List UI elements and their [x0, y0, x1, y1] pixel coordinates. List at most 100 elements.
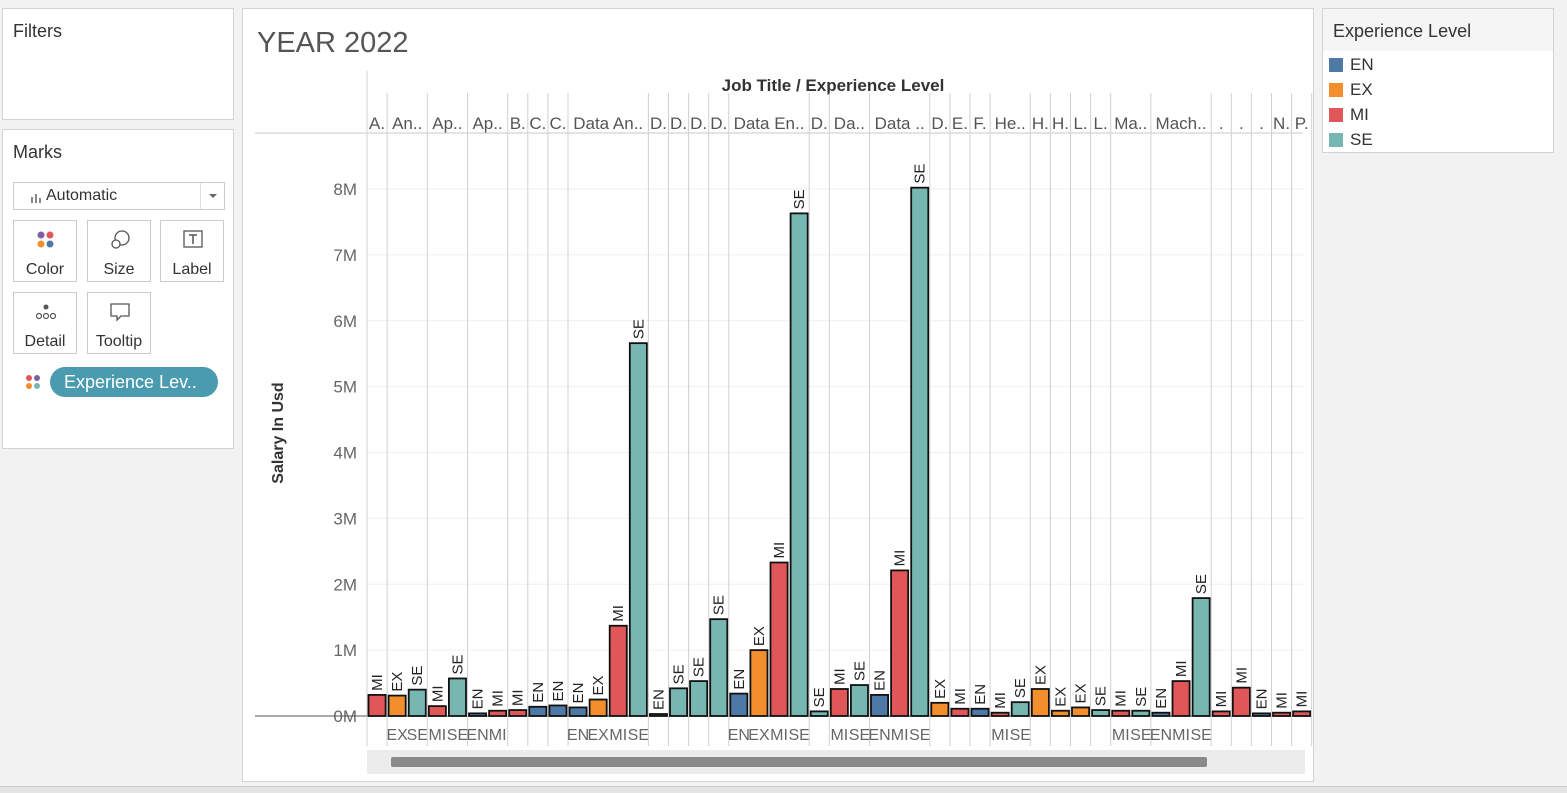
group-header-label: Data En..	[734, 114, 805, 133]
x-tick-label: SE	[788, 727, 809, 744]
legend-swatch	[1329, 83, 1343, 97]
bar	[870, 694, 890, 717]
bar	[1171, 680, 1191, 717]
legend-item-label: EX	[1350, 80, 1373, 99]
detail-icon	[35, 304, 57, 320]
detail-button[interactable]: Detail	[13, 292, 77, 354]
group-header-label: P.	[1295, 114, 1309, 133]
bar	[1191, 597, 1211, 717]
y-tick-label: 7M	[333, 246, 357, 265]
legend-item-label: EN	[1350, 55, 1374, 74]
bar	[447, 677, 467, 717]
x-tick-label: EX	[748, 727, 770, 744]
bar	[1030, 688, 1050, 717]
bar	[950, 707, 970, 717]
group-header-label: C.	[529, 114, 546, 133]
bar	[1151, 711, 1171, 717]
color-encoding-icon	[26, 375, 40, 389]
bar	[769, 561, 789, 717]
y-tick-label: 1M	[333, 641, 357, 660]
group-header-label: H.	[1032, 114, 1049, 133]
y-tick-label: 3M	[333, 509, 357, 528]
chevron-down-icon[interactable]	[200, 183, 224, 209]
bar-data-label: SE	[851, 661, 868, 681]
bar-data-label: MI	[771, 542, 788, 559]
bar-data-label: MI	[1294, 691, 1311, 708]
bar	[528, 705, 548, 717]
tooltip-label: Tooltip	[95, 333, 143, 350]
group-header-label: Data An..	[573, 114, 643, 133]
bar	[427, 705, 447, 717]
bar-data-label: EX	[1073, 683, 1090, 703]
x-tick-label: EN	[567, 727, 589, 744]
color-label: Color	[25, 261, 65, 278]
bar	[1131, 709, 1151, 717]
x-tick-label: MI	[1112, 727, 1130, 744]
bar-data-label: EX	[751, 626, 768, 646]
legend-title: Experience Level	[1333, 21, 1472, 41]
sheet-tabs-bar[interactable]	[0, 786, 1567, 793]
group-header-label: B.	[510, 114, 526, 133]
bar	[608, 624, 628, 717]
group-header-label: N.	[1273, 114, 1290, 133]
bar-data-label: SE	[711, 595, 728, 615]
group-header-label: Ap..	[472, 114, 502, 133]
bar-data-label: SE	[791, 189, 808, 209]
bar-data-label: SE	[1193, 574, 1210, 594]
x-tick-label: MI	[891, 727, 909, 744]
bar-data-label: EN	[470, 689, 487, 710]
x-tick-label: MI	[609, 727, 627, 744]
bar	[1272, 711, 1292, 717]
group-header-label: L.	[1094, 114, 1108, 133]
x-tick-label: MI	[770, 727, 788, 744]
bar-data-label: MI	[1233, 667, 1250, 684]
legend-header	[1323, 9, 1553, 51]
label-button[interactable]: Label	[160, 220, 224, 282]
group-header-label: F.	[973, 114, 986, 133]
bar-data-label: MI	[490, 690, 507, 707]
bar-data-label: EN	[550, 681, 567, 702]
marks-title: Marks	[13, 142, 62, 162]
bar-data-label: MI	[510, 689, 527, 706]
bar-data-label: MI	[1213, 691, 1230, 708]
header-label: Job Title / Experience Level	[722, 76, 945, 95]
bar-data-label: EX	[590, 676, 607, 696]
bar	[1111, 709, 1131, 717]
color-button[interactable]: Color	[13, 220, 77, 282]
filters-panel[interactable]: Filters	[2, 8, 234, 120]
filters-title: Filters	[13, 21, 62, 41]
legend-item-label: SE	[1350, 130, 1373, 149]
bar-chart-icon	[31, 194, 41, 203]
experience-level-pill[interactable]: Experience Lev..	[50, 367, 218, 397]
x-tick-label: EN	[868, 727, 890, 744]
bar-data-label: EX	[389, 672, 406, 692]
bar	[990, 711, 1010, 717]
group-header-label: An..	[392, 114, 422, 133]
horizontal-scrollbar-thumb[interactable]	[391, 757, 1207, 767]
mark-type-dropdown[interactable]: Automatic	[13, 182, 225, 210]
bar-data-label: SE	[811, 687, 828, 707]
tooltip-button[interactable]: Tooltip	[87, 292, 151, 354]
bar	[367, 694, 387, 717]
bar	[729, 692, 749, 717]
group-header-label: C.	[549, 114, 566, 133]
bar-data-label: MI	[429, 685, 446, 702]
group-header-label: Ma..	[1114, 114, 1147, 133]
bar-data-label: EN	[1253, 689, 1270, 710]
bar-data-label: EN	[1153, 688, 1170, 709]
tooltip-icon	[110, 303, 130, 322]
legend-swatch	[1329, 58, 1343, 72]
bar-data-label: EN	[872, 670, 889, 691]
y-tick-label: 8M	[333, 180, 357, 199]
bar-data-label: MI	[1173, 660, 1190, 677]
size-button[interactable]: Size	[87, 220, 151, 282]
bar-data-label: SE	[691, 657, 708, 677]
x-tick-label: SE	[909, 727, 930, 744]
x-tick-label: SE	[407, 727, 428, 744]
bar	[1051, 709, 1070, 717]
group-header-label: D.	[811, 114, 828, 133]
color-icon	[37, 231, 54, 248]
bar-data-label: SE	[409, 666, 426, 686]
bar	[1292, 710, 1312, 717]
bar-data-label: SE	[1012, 678, 1029, 698]
